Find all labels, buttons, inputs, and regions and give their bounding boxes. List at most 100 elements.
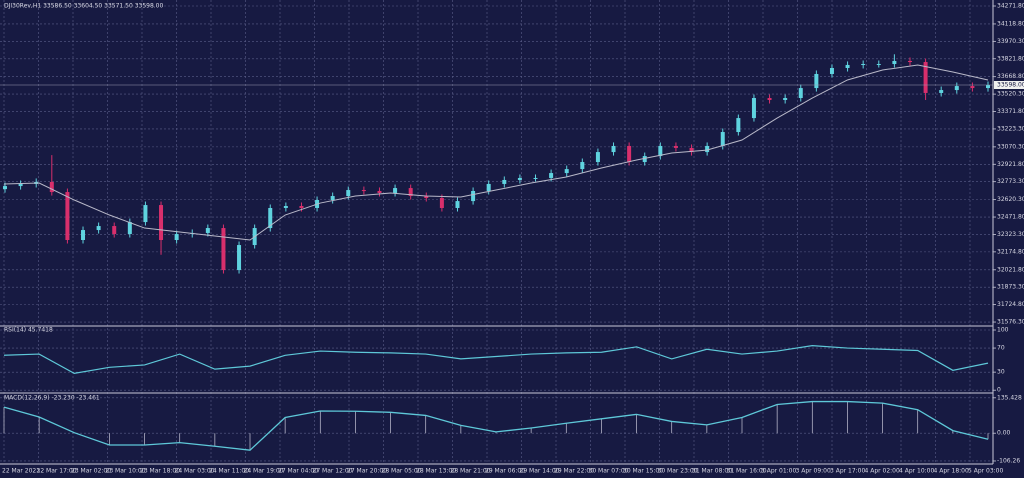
y-tick-label: 32773.30 xyxy=(997,178,1024,185)
candle-body xyxy=(720,132,725,146)
candle-body xyxy=(939,90,944,93)
candle-body xyxy=(439,198,444,208)
grid xyxy=(0,0,993,464)
x-tick-label: 24 Mar 19:00 xyxy=(244,468,284,475)
last-price-box xyxy=(994,81,1024,90)
candle-body xyxy=(580,162,585,170)
candle-body xyxy=(96,226,101,231)
candle-body xyxy=(923,62,928,93)
candle-body xyxy=(408,188,413,197)
x-tick-label: 30 Mar 15:00 xyxy=(623,468,663,475)
x-tick-label: 23 Mar 18:00 xyxy=(140,468,180,475)
y-tick-label: 32620.30 xyxy=(997,196,1024,203)
y-tick-label: 33668.80 xyxy=(997,73,1024,80)
x-tick-label: 30 Mar 07:00 xyxy=(589,468,629,475)
candle-body xyxy=(377,190,382,193)
candle-body xyxy=(845,64,850,69)
candle-body xyxy=(829,68,834,74)
candle-body xyxy=(221,228,226,271)
candle-body xyxy=(205,228,210,233)
y-tick-label: 70 xyxy=(997,345,1005,352)
y-tick-label: 30 xyxy=(997,369,1005,376)
candle-body xyxy=(65,192,70,240)
moving-average xyxy=(3,64,989,241)
candle-body xyxy=(611,145,616,153)
candle-body xyxy=(783,98,788,101)
candle-body xyxy=(798,88,803,99)
candle-body xyxy=(502,179,507,184)
x-tick-label: 27 Mar 20:00 xyxy=(347,468,387,475)
candle-body xyxy=(424,196,429,199)
x-tick-label: 29 Mar 06:00 xyxy=(485,468,525,475)
candle-body xyxy=(237,245,242,271)
y-tick-label: 33371.80 xyxy=(997,108,1024,115)
candle-body xyxy=(892,60,897,65)
y-tick-label: 33520.30 xyxy=(997,91,1024,98)
candle-body xyxy=(907,60,912,63)
x-tick-label: 28 Mar 05:00 xyxy=(382,468,422,475)
y-tick-label: 135.428 xyxy=(997,394,1022,401)
y-tick-label: 0.00 xyxy=(997,430,1011,437)
macd-title: MACD(12,26,9) -23.230 -23.461 xyxy=(4,395,100,402)
candle-body xyxy=(642,156,647,163)
y-tick-label: 33070.30 xyxy=(997,143,1024,150)
candle-body xyxy=(627,145,632,163)
candle-body xyxy=(393,188,398,193)
candle-body xyxy=(268,207,273,229)
candle-body xyxy=(705,145,710,153)
candle-body xyxy=(283,205,288,208)
rsi-title: RSI(14) 45.7418 xyxy=(4,327,53,334)
candle-body xyxy=(736,118,741,133)
candle-body xyxy=(3,186,7,190)
macd-line xyxy=(3,400,989,451)
y-tick-label: 31873.30 xyxy=(997,284,1024,291)
x-tick-label: 30 Mar 23:00 xyxy=(658,468,698,475)
x-tick-label: 22 Mar 2023 xyxy=(2,468,40,475)
candle-body xyxy=(18,183,23,187)
y-tick-label: 33821.80 xyxy=(997,55,1024,62)
x-tick-label: 28 Mar 21:00 xyxy=(451,468,491,475)
candle-body xyxy=(517,177,522,180)
candle-body xyxy=(954,86,959,91)
candle-body xyxy=(767,98,772,101)
marks xyxy=(0,54,993,451)
x-tick-label: 4 Apr 18:00 xyxy=(934,468,969,475)
candle-body xyxy=(486,183,491,191)
candle-body xyxy=(455,201,460,208)
last-price-label: 33598.00 xyxy=(997,82,1024,89)
candle-body xyxy=(861,64,866,66)
y-tick-label: 31724.80 xyxy=(997,301,1024,308)
y-tick-label: -106.26 xyxy=(997,457,1020,464)
candle-body xyxy=(361,190,366,192)
x-tick-label: 4 Apr 02:00 xyxy=(865,468,900,475)
chart-title: DJI30Rev,H1 33586.50 33604.50 33571.50 3… xyxy=(4,3,163,10)
y-tick-label: 32921.80 xyxy=(997,161,1024,168)
x-tick-label: 27 Mar 12:00 xyxy=(313,468,353,475)
x-tick-label: 3 Apr 01:00 xyxy=(761,468,796,475)
y-tick-label: 33223.30 xyxy=(997,125,1024,132)
candle-body xyxy=(299,205,304,208)
y-tick-label: 0 xyxy=(997,387,1001,394)
candle-body xyxy=(174,234,179,240)
y-tick-label: 32021.80 xyxy=(997,266,1024,273)
candle-body xyxy=(595,152,600,163)
candle-body xyxy=(49,181,54,193)
candle-body xyxy=(658,145,663,157)
y-tick-label: 32174.80 xyxy=(997,248,1024,255)
candle-body xyxy=(549,173,554,178)
candle-body xyxy=(751,98,756,119)
candle-body xyxy=(689,147,694,153)
x-tick-label: 24 Mar 11:00 xyxy=(209,468,249,475)
candle-body xyxy=(814,73,819,89)
candle-body xyxy=(81,230,86,240)
x-tick-label: 4 Apr 10:00 xyxy=(899,468,934,475)
indicator-line xyxy=(3,345,989,374)
y-tick-label: 32471.80 xyxy=(997,214,1024,221)
x-tick-label: 3 Apr 17:00 xyxy=(830,468,865,475)
x-tick-label: 31 Mar 08:00 xyxy=(692,468,732,475)
y-tick-label: 34271.80 xyxy=(997,3,1024,10)
candle-body xyxy=(127,222,132,235)
candle-body xyxy=(330,196,335,201)
y-tick-label: 33970.30 xyxy=(997,38,1024,45)
